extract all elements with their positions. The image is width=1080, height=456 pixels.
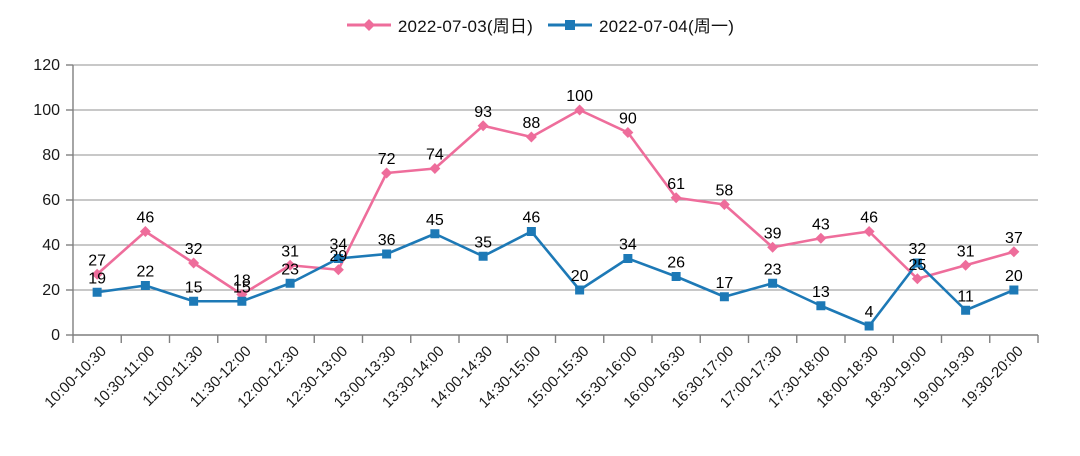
data-point-marker [718,199,730,210]
data-point-marker [719,292,729,302]
data-point-label: 18 [233,273,251,290]
data-point-label: 32 [185,241,203,258]
y-axis-tick-label: 0 [51,327,60,344]
data-point-label: 35 [474,234,492,251]
data-point-marker [429,163,441,174]
data-point-label: 31 [281,243,299,260]
series-line-0 [95,108,1016,296]
data-point-label: 46 [860,210,878,227]
data-point-label: 43 [812,216,830,233]
series-line-1 [95,230,1016,328]
data-point-marker [1008,246,1020,258]
data-point-marker [671,272,681,281]
data-point-label: 31 [957,243,975,260]
data-point-label: 29 [329,248,347,265]
data-point-marker [1009,285,1019,295]
legend-label-monday: 2022-07-04(周一) [599,17,735,36]
data-point-marker [526,227,536,236]
legend-item-sunday: 2022-07-03(周日) [346,12,533,37]
data-point-label: 23 [281,261,299,278]
data-point-label: 34 [619,237,637,254]
data-point-label: 61 [667,176,685,193]
data-point-marker [382,249,392,259]
chart-legend: 2022-07-03(周日) 2022-07-04(周一) [0,12,1080,37]
blue-line-square-icon [548,19,592,30]
data-point-marker [478,251,488,261]
data-point-marker [623,254,633,263]
data-point-label: 17 [715,275,733,292]
data-point-label: 19 [88,270,106,287]
data-point-label: 23 [764,261,782,278]
data-point-marker [912,258,922,268]
data-point-marker [430,229,440,239]
data-point-label: 22 [136,264,154,281]
legend-item-monday: 2022-07-04(周一) [547,12,734,37]
data-point-marker [767,241,779,253]
data-point-label: 4 [865,304,874,321]
data-point-label: 20 [1005,268,1023,285]
data-point-marker [188,257,200,269]
data-point-label: 36 [378,232,396,249]
data-point-marker [477,120,489,132]
data-point-marker [284,259,296,271]
data-point-marker [189,296,199,306]
data-point-label: 74 [426,147,444,164]
data-point-marker [285,278,295,288]
data-point-label: 88 [522,115,540,132]
data-point-marker [139,226,151,237]
data-point-marker [768,278,778,288]
data-point-label: 25 [908,257,926,274]
data-point-label: 32 [908,241,926,258]
data-point-label: 13 [812,284,830,301]
legend-label-sunday: 2022-07-03(周日) [397,17,533,36]
data-point-label: 15 [185,279,203,296]
data-point-label: 45 [426,212,444,229]
y-axis-tick-label: 20 [42,282,60,299]
data-point-label: 72 [378,151,396,168]
data-point-marker [332,264,344,276]
pink-line-diamond-icon [346,18,391,31]
data-point-label: 58 [715,183,733,200]
data-point-marker [333,254,343,263]
data-point-marker [911,273,923,285]
data-point-marker [670,192,682,204]
data-point-marker [863,226,875,237]
data-point-label: 39 [764,225,782,242]
y-axis-tick-label: 40 [42,237,60,254]
y-axis-tick-label: 60 [42,192,60,209]
data-point-label: 100 [566,88,593,105]
data-point-label: 34 [329,237,347,254]
data-point-label: 46 [522,210,540,227]
data-point-label: 90 [619,111,637,128]
data-point-marker [960,259,972,271]
y-axis-tick-label: 100 [33,102,60,119]
y-axis-tick-label: 120 [33,57,60,74]
data-point-marker [574,104,586,116]
data-point-marker [622,127,634,138]
data-point-label: 27 [88,252,106,269]
data-point-marker [140,281,150,290]
data-point-marker [91,268,103,280]
data-point-label: 11 [957,288,974,305]
data-point-marker [525,131,537,143]
data-point-marker [961,305,971,315]
data-point-label: 46 [136,210,154,227]
data-point-marker [237,296,247,306]
data-point-label: 15 [233,279,251,296]
data-point-marker [815,232,827,244]
data-point-marker [816,301,826,311]
data-point-marker [381,167,393,179]
data-point-label: 20 [571,268,589,285]
data-point-label: 26 [667,255,685,272]
data-point-label: 37 [1005,230,1023,247]
data-point-marker [575,285,585,295]
data-point-marker [864,321,874,331]
y-axis-tick-label: 80 [42,147,60,164]
data-point-marker [92,287,102,297]
data-point-label: 93 [474,104,492,121]
